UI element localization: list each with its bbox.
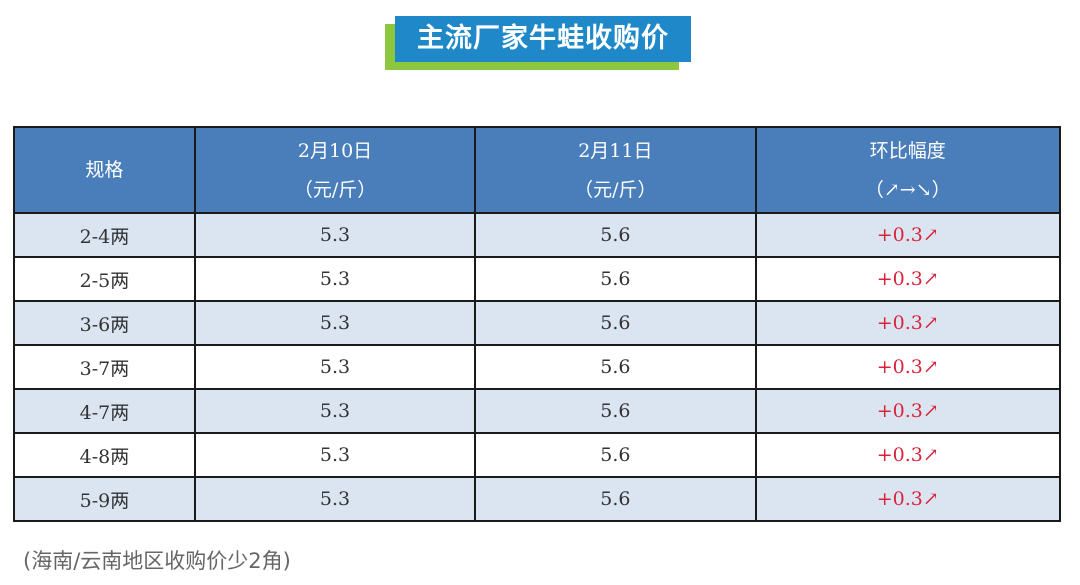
table-row: 4-7两 5.3 5.6 +0.3↗ (13, 388, 1062, 434)
table-row: 3-6两 5.3 5.6 +0.3↗ (13, 300, 1062, 346)
footnote: (海南/云南地区收购价少2角) (23, 549, 291, 573)
cell-change: +0.3↗ (754, 388, 1062, 434)
cell-spec: 3-6两 (13, 300, 196, 346)
cell-spec: 4-7两 (13, 388, 196, 434)
cell-change: +0.3↗ (754, 256, 1062, 302)
cell-change: +0.3↗ (754, 300, 1062, 346)
cell-date2: 5.6 (474, 256, 757, 302)
cell-date1: 5.3 (193, 432, 477, 478)
cell-change: +0.3↗ (754, 212, 1062, 258)
cell-change: +0.3↗ (754, 476, 1062, 522)
cell-date2: 5.6 (474, 388, 757, 434)
cell-date1: 5.3 (193, 344, 477, 390)
cell-date1: 5.3 (193, 256, 477, 302)
cell-spec: 4-8两 (13, 432, 196, 478)
table-row: 2-4两 5.3 5.6 +0.3↗ (13, 212, 1062, 258)
table-row: 5-9两 5.3 5.6 +0.3↗ (13, 476, 1062, 522)
cell-spec: 3-7两 (13, 344, 196, 390)
cell-date1: 5.3 (193, 212, 477, 258)
cell-date1: 5.3 (193, 300, 477, 346)
header-date1: 2月10日 （元/斤） (193, 126, 477, 214)
page-title: 主流厂家牛蛙收购价 (395, 16, 691, 62)
cell-spec: 5-9两 (13, 476, 196, 522)
cell-date2: 5.6 (474, 432, 757, 478)
table-row: 2-5两 5.3 5.6 +0.3↗ (13, 256, 1062, 302)
table-header-row: 规格 2月10日 （元/斤） 2月11日 （元/斤） 环比幅度 （↗→↘） (13, 126, 1062, 214)
cell-change: +0.3↗ (754, 344, 1062, 390)
cell-spec: 2-4两 (13, 212, 196, 258)
cell-spec: 2-5两 (13, 256, 196, 302)
cell-date1: 5.3 (193, 476, 477, 522)
cell-date1: 5.3 (193, 388, 477, 434)
cell-date2: 5.6 (474, 476, 757, 522)
header-date2: 2月11日 （元/斤） (474, 126, 757, 214)
cell-change: +0.3↗ (754, 432, 1062, 478)
header-spec: 规格 (13, 126, 196, 214)
header-change: 环比幅度 （↗→↘） (754, 126, 1062, 214)
cell-date2: 5.6 (474, 212, 757, 258)
price-table: 规格 2月10日 （元/斤） 2月11日 （元/斤） 环比幅度 （↗→↘） 2-4两 5… (13, 126, 1062, 522)
cell-date2: 5.6 (474, 300, 757, 346)
cell-date2: 5.6 (474, 344, 757, 390)
table-row: 4-8两 5.3 5.6 +0.3↗ (13, 432, 1062, 478)
table-row: 3-7两 5.3 5.6 +0.3↗ (13, 344, 1062, 390)
title-banner: 主流厂家牛蛙收购价 (385, 16, 691, 70)
